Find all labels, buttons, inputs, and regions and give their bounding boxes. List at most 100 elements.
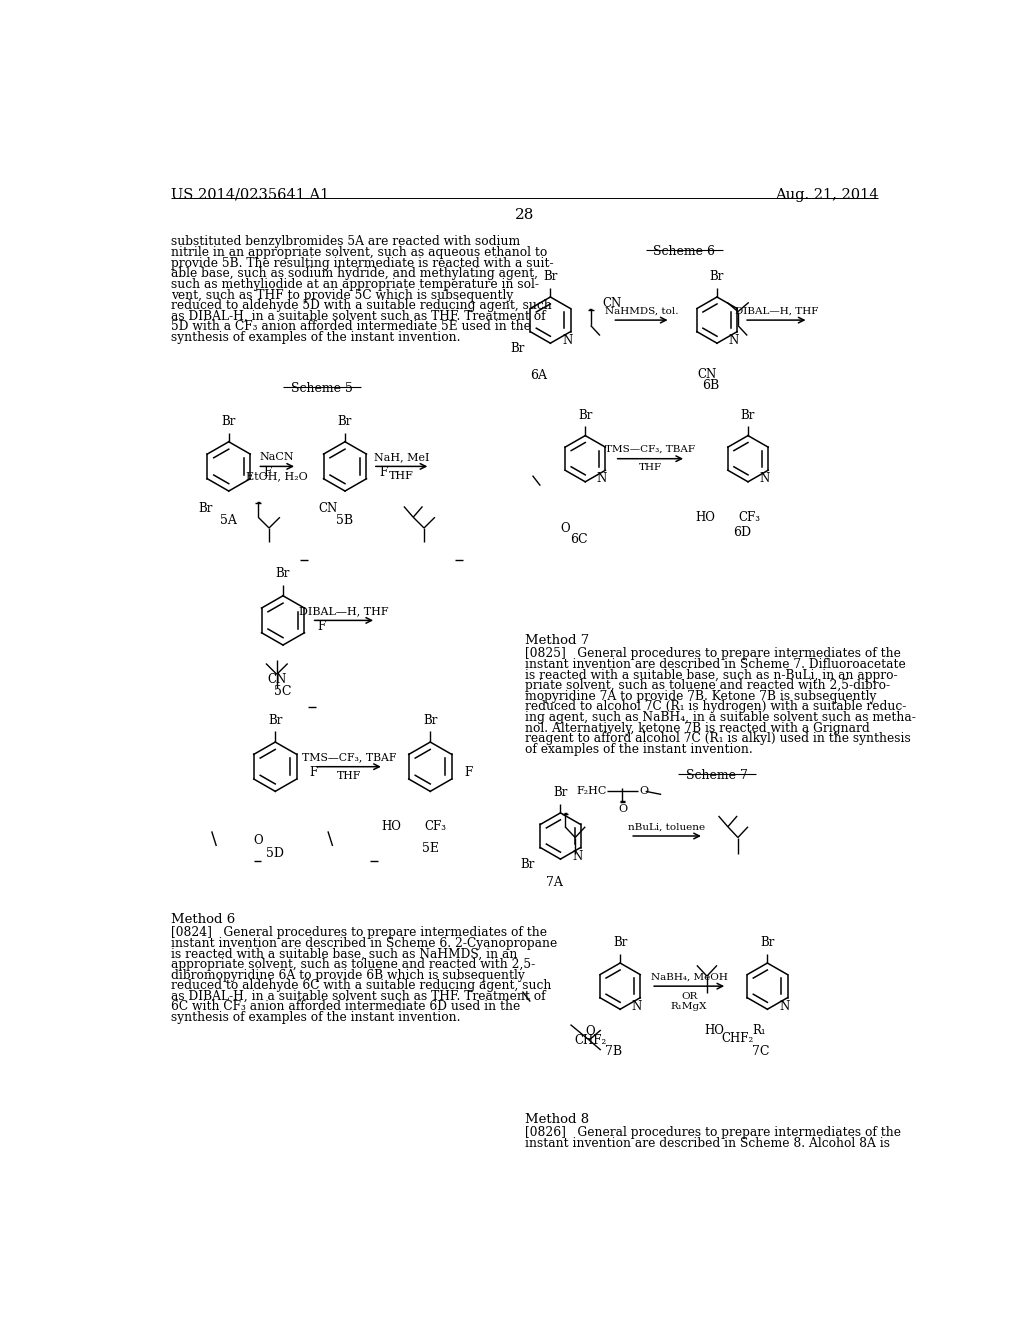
Text: O: O [560, 521, 570, 535]
Text: CF₃: CF₃ [424, 820, 446, 833]
Text: dibromopyridine 6A to provide 6B which is subsequently: dibromopyridine 6A to provide 6B which i… [171, 969, 525, 982]
Text: HO: HO [695, 511, 716, 524]
Text: 6B: 6B [702, 379, 720, 392]
Text: THF: THF [639, 463, 662, 473]
Text: F: F [464, 767, 473, 779]
Text: synthesis of examples of the instant invention.: synthesis of examples of the instant inv… [171, 331, 461, 345]
Text: 6C: 6C [570, 533, 588, 545]
Text: Br: Br [760, 936, 774, 949]
Text: instant invention are described in Scheme 8. Alcohol 8A is: instant invention are described in Schem… [524, 1137, 890, 1150]
Text: US 2014/0235641 A1: US 2014/0235641 A1 [171, 187, 330, 202]
Text: N: N [572, 850, 583, 862]
Text: O: O [253, 834, 263, 847]
Text: [0824]   General procedures to prepare intermediates of the: [0824] General procedures to prepare int… [171, 927, 548, 939]
Text: NaCN: NaCN [260, 451, 295, 462]
Text: 7C: 7C [753, 1044, 770, 1057]
Text: Br: Br [423, 714, 437, 726]
Text: Br: Br [553, 785, 567, 799]
Text: provide 5B. The resulting intermediate is reacted with a suit-: provide 5B. The resulting intermediate i… [171, 256, 554, 269]
Text: 5D: 5D [266, 847, 285, 859]
Text: NaHMDS, tol.: NaHMDS, tol. [605, 306, 678, 315]
Text: vent, such as THF to provide 5C which is subsequently: vent, such as THF to provide 5C which is… [171, 289, 514, 301]
Text: HO: HO [705, 1024, 724, 1038]
Text: able base, such as sodium hydride, and methylating agent,: able base, such as sodium hydride, and m… [171, 267, 539, 280]
Text: TMS—CF₃, TBAF: TMS—CF₃, TBAF [605, 445, 695, 454]
Text: Br: Br [268, 714, 283, 726]
Text: Br: Br [613, 936, 628, 949]
Text: is reacted with a suitable base, such as NaHMDS, in an: is reacted with a suitable base, such as… [171, 948, 518, 961]
Text: NaBH₄, MeOH: NaBH₄, MeOH [650, 973, 727, 982]
Text: 5C: 5C [274, 685, 292, 698]
Text: N: N [729, 334, 739, 347]
Text: 7B: 7B [605, 1044, 623, 1057]
Text: HO: HO [381, 820, 400, 833]
Text: as DIBAL-H, in a suitable solvent such as THF. Treatment of: as DIBAL-H, in a suitable solvent such a… [171, 990, 546, 1003]
Text: DIBAL—H, THF: DIBAL—H, THF [299, 606, 389, 615]
Text: N: N [760, 473, 770, 486]
Text: Scheme 6: Scheme 6 [653, 244, 716, 257]
Text: 5D with a CF₃ anion afforded intermediate 5E used in the: 5D with a CF₃ anion afforded intermediat… [171, 321, 531, 334]
Text: [0826]   General procedures to prepare intermediates of the: [0826] General procedures to prepare int… [524, 1126, 901, 1139]
Text: R₁: R₁ [752, 1024, 766, 1038]
Text: OR: OR [681, 993, 697, 1002]
Text: reduced to aldehyde 5D with a suitable reducing agent, such: reduced to aldehyde 5D with a suitable r… [171, 300, 552, 312]
Text: appropriate solvent, such as toluene and reacted with 2,5-: appropriate solvent, such as toluene and… [171, 958, 536, 972]
Text: TMS—CF₃, TBAF: TMS—CF₃, TBAF [302, 752, 396, 762]
Text: N: N [779, 999, 790, 1012]
Text: as DIBAL-H, in a suitable solvent such as THF. Treatment of: as DIBAL-H, in a suitable solvent such a… [171, 310, 546, 323]
Text: THF: THF [389, 471, 414, 480]
Text: nol. Alternatively, ketone 7B is reacted with a Grignard: nol. Alternatively, ketone 7B is reacted… [524, 722, 869, 735]
Text: is reacted with a suitable base, such as n-BuLi, in an appro-: is reacted with a suitable base, such as… [524, 669, 897, 681]
Text: F₂HC: F₂HC [577, 787, 607, 796]
Text: CF₃: CF₃ [738, 511, 761, 524]
Text: synthesis of examples of the instant invention.: synthesis of examples of the instant inv… [171, 1011, 461, 1024]
Text: CHF₂: CHF₂ [574, 1034, 607, 1047]
Text: F: F [263, 466, 271, 479]
Text: Method 7: Method 7 [524, 635, 589, 647]
Text: Br: Br [543, 271, 557, 284]
Text: N: N [632, 999, 642, 1012]
Text: Method 6: Method 6 [171, 913, 236, 927]
Text: priate solvent, such as toluene and reacted with 2,5-dibro-: priate solvent, such as toluene and reac… [524, 680, 890, 692]
Text: Scheme 5: Scheme 5 [291, 381, 352, 395]
Text: CN: CN [318, 502, 338, 515]
Text: Br: Br [710, 271, 724, 284]
Text: Scheme 7: Scheme 7 [686, 770, 748, 781]
Text: instant invention are described in Scheme 6. 2-Cyanopropane: instant invention are described in Schem… [171, 937, 558, 949]
Text: 5A: 5A [220, 515, 238, 527]
Text: O: O [586, 1024, 596, 1038]
Text: Br: Br [338, 414, 352, 428]
Text: reagent to afford alcohol 7C (R₁ is alkyl) used in the synthesis: reagent to afford alcohol 7C (R₁ is alky… [524, 733, 910, 746]
Text: N: N [597, 473, 607, 486]
Text: CN: CN [602, 297, 622, 310]
Text: instant invention are described in Scheme 7. Difluoroacetate: instant invention are described in Schem… [524, 657, 905, 671]
Text: F: F [309, 767, 317, 779]
Text: 5E: 5E [422, 842, 438, 855]
Text: 5B: 5B [337, 515, 353, 527]
Text: CN: CN [697, 368, 717, 381]
Text: F: F [317, 620, 326, 634]
Text: R₁MgX: R₁MgX [671, 1002, 708, 1011]
Text: Br: Br [521, 858, 536, 871]
Text: F: F [379, 466, 387, 479]
Text: 28: 28 [515, 209, 535, 223]
Text: such as methyliodide at an appropriate temperature in sol-: such as methyliodide at an appropriate t… [171, 279, 540, 290]
Text: nitrile in an appropriate solvent, such as aqueous ethanol to: nitrile in an appropriate solvent, such … [171, 246, 548, 259]
Text: [0825]   General procedures to prepare intermediates of the: [0825] General procedures to prepare int… [524, 647, 901, 660]
Text: Method 8: Method 8 [524, 1113, 589, 1126]
Text: reduced to aldehyde 6C with a suitable reducing agent, such: reduced to aldehyde 6C with a suitable r… [171, 979, 552, 993]
Text: reduced to alcohol 7C (R₁ is hydrogen) with a suitable reduc-: reduced to alcohol 7C (R₁ is hydrogen) w… [524, 701, 906, 714]
Text: CN: CN [267, 673, 287, 686]
Text: substituted benzylbromides 5A are reacted with sodium: substituted benzylbromides 5A are reacte… [171, 235, 520, 248]
Text: mopyridine 7A to provide 7B. Ketone 7B is subsequently: mopyridine 7A to provide 7B. Ketone 7B i… [524, 690, 877, 702]
Text: N: N [562, 334, 572, 347]
Text: 6A: 6A [530, 370, 547, 383]
Text: O: O [640, 787, 648, 796]
Text: ing agent, such as NaBH₄, in a suitable solvent such as metha-: ing agent, such as NaBH₄, in a suitable … [524, 711, 915, 725]
Text: Br: Br [511, 342, 525, 355]
Text: Br: Br [740, 409, 755, 422]
Text: Br: Br [275, 568, 290, 581]
Text: CHF₂: CHF₂ [722, 1032, 754, 1045]
Text: 7A: 7A [546, 876, 562, 890]
Text: nBuLi, toluene: nBuLi, toluene [629, 822, 706, 832]
